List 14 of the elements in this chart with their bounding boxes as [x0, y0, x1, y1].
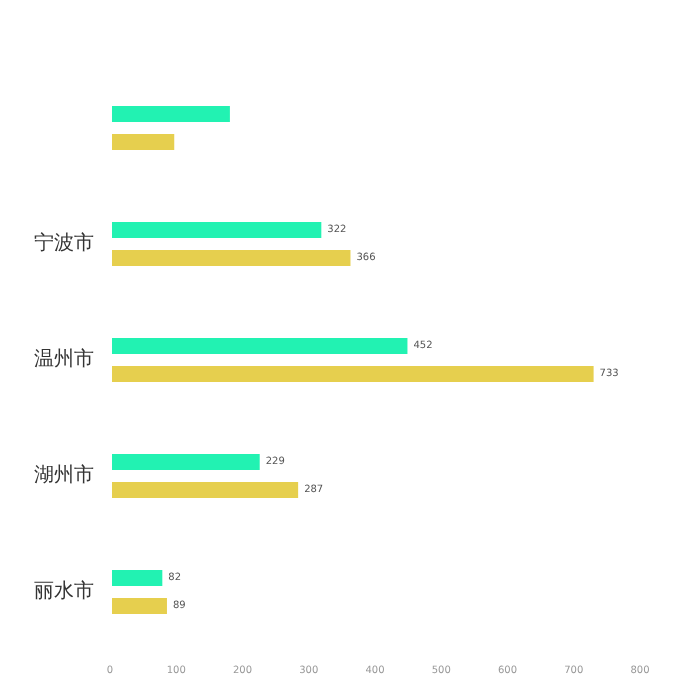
y-tick-label: 丽水市	[34, 579, 94, 603]
bar	[110, 248, 353, 268]
bar	[110, 568, 165, 588]
bar	[110, 132, 177, 152]
bar	[110, 364, 596, 384]
bar	[110, 452, 262, 472]
bar	[110, 220, 324, 240]
bar	[110, 104, 232, 124]
bar	[110, 480, 301, 500]
y-tick-label: 湖州市	[34, 463, 94, 487]
y-tick-label: 温州市	[34, 347, 94, 371]
bar	[110, 336, 410, 356]
y-tick-label: 宁波市	[34, 231, 94, 255]
bar	[110, 596, 169, 616]
